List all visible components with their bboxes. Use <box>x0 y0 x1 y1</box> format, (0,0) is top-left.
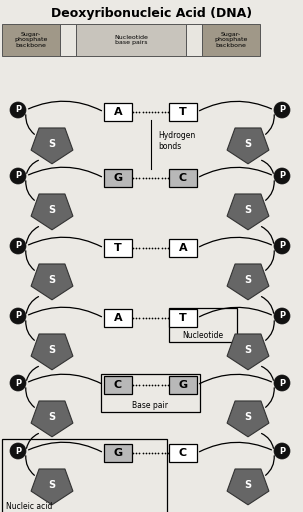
Circle shape <box>274 443 290 459</box>
Text: T: T <box>179 313 187 323</box>
Text: Deoxyribonucleic Acid (DNA): Deoxyribonucleic Acid (DNA) <box>51 8 252 20</box>
FancyBboxPatch shape <box>169 444 197 462</box>
Text: P: P <box>279 172 285 181</box>
Text: S: S <box>48 412 55 422</box>
FancyBboxPatch shape <box>202 24 260 56</box>
Text: P: P <box>279 311 285 321</box>
Text: C: C <box>179 448 187 458</box>
Text: S: S <box>245 412 251 422</box>
Text: P: P <box>279 446 285 456</box>
Circle shape <box>10 443 26 459</box>
Text: P: P <box>15 311 21 321</box>
Polygon shape <box>31 334 73 370</box>
Text: P: P <box>15 242 21 250</box>
Text: A: A <box>114 107 122 117</box>
Text: Nucleotide: Nucleotide <box>182 331 224 340</box>
Text: Nucleic acid: Nucleic acid <box>6 502 52 511</box>
Text: S: S <box>48 139 55 149</box>
FancyBboxPatch shape <box>104 239 132 257</box>
Text: G: G <box>113 448 122 458</box>
Text: S: S <box>245 139 251 149</box>
Text: Sugar-
phosphate
backbone: Sugar- phosphate backbone <box>214 32 248 48</box>
FancyBboxPatch shape <box>76 24 186 56</box>
Text: G: G <box>113 173 122 183</box>
Text: S: S <box>245 275 251 285</box>
Text: P: P <box>15 446 21 456</box>
FancyBboxPatch shape <box>169 376 197 394</box>
Polygon shape <box>31 401 73 437</box>
FancyBboxPatch shape <box>104 376 132 394</box>
Text: S: S <box>245 205 251 215</box>
Text: P: P <box>15 105 21 115</box>
Text: T: T <box>114 243 122 253</box>
Text: P: P <box>15 172 21 181</box>
Polygon shape <box>31 194 73 230</box>
Text: Base pair: Base pair <box>132 401 168 410</box>
Circle shape <box>10 238 26 254</box>
Text: S: S <box>48 275 55 285</box>
Text: Nucleotide
base pairs: Nucleotide base pairs <box>114 35 148 46</box>
FancyBboxPatch shape <box>169 103 197 121</box>
Circle shape <box>274 375 290 391</box>
FancyBboxPatch shape <box>2 24 60 56</box>
Circle shape <box>10 308 26 324</box>
FancyBboxPatch shape <box>169 239 197 257</box>
Text: P: P <box>279 242 285 250</box>
FancyBboxPatch shape <box>104 309 132 327</box>
Circle shape <box>10 375 26 391</box>
Circle shape <box>274 168 290 184</box>
Circle shape <box>10 168 26 184</box>
Text: Sugar-
phosphate
backbone: Sugar- phosphate backbone <box>14 32 48 48</box>
Circle shape <box>274 238 290 254</box>
Text: P: P <box>279 378 285 388</box>
FancyBboxPatch shape <box>104 444 132 462</box>
Text: S: S <box>245 345 251 355</box>
Polygon shape <box>31 469 73 505</box>
Text: C: C <box>114 380 122 390</box>
Text: P: P <box>15 378 21 388</box>
Circle shape <box>274 308 290 324</box>
FancyBboxPatch shape <box>169 169 197 187</box>
Text: S: S <box>48 345 55 355</box>
Text: P: P <box>279 105 285 115</box>
Text: A: A <box>114 313 122 323</box>
Text: G: G <box>178 380 188 390</box>
Circle shape <box>274 102 290 118</box>
Text: T: T <box>179 107 187 117</box>
Polygon shape <box>227 334 269 370</box>
Text: A: A <box>179 243 187 253</box>
Polygon shape <box>227 469 269 505</box>
Text: C: C <box>179 173 187 183</box>
Polygon shape <box>31 264 73 300</box>
FancyBboxPatch shape <box>169 309 197 327</box>
FancyBboxPatch shape <box>104 103 132 121</box>
Polygon shape <box>227 264 269 300</box>
FancyBboxPatch shape <box>104 169 132 187</box>
Text: S: S <box>48 480 55 490</box>
Circle shape <box>10 102 26 118</box>
Polygon shape <box>31 128 73 164</box>
Polygon shape <box>227 128 269 164</box>
Text: Hydrogen
bonds: Hydrogen bonds <box>158 131 196 151</box>
Text: S: S <box>245 480 251 490</box>
FancyBboxPatch shape <box>186 24 202 56</box>
Polygon shape <box>227 194 269 230</box>
FancyBboxPatch shape <box>60 24 76 56</box>
Polygon shape <box>227 401 269 437</box>
Text: S: S <box>48 205 55 215</box>
